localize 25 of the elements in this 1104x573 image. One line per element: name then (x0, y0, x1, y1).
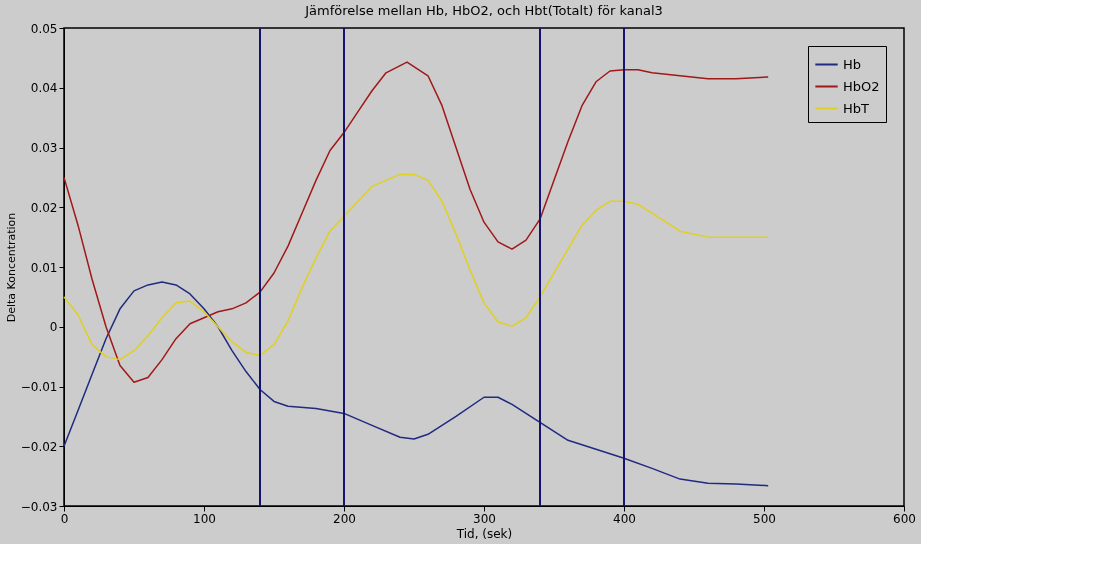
x-tick-label: 400 (613, 511, 636, 526)
y-tick-label: 0.01 (30, 260, 58, 275)
y-tick-label: 0 (49, 320, 58, 335)
x-tick-label: 100 (193, 511, 216, 526)
y-tick-label: 0.05 (30, 21, 58, 36)
line-series (63, 61, 769, 384)
line-series (63, 173, 769, 361)
x-tick-label: 600 (893, 511, 916, 526)
y-tick-label: 0.03 (30, 141, 58, 155)
y-tick-label: −0.01 (20, 380, 58, 394)
x-tick-label: 300 (473, 511, 496, 526)
x-tick-label: 200 (333, 511, 356, 526)
legend-label: HbO2 (843, 78, 880, 94)
y-tick-label: −0.03 (20, 499, 58, 514)
y-tick-label: 0.04 (30, 81, 58, 96)
y-tick-label: −0.02 (20, 439, 58, 454)
legend-label: HbT (843, 100, 870, 116)
y-axis-title: Delta Koncentration (4, 212, 18, 323)
x-tick-label: 500 (753, 511, 776, 526)
legend-label: Hb (843, 56, 862, 72)
line-series (63, 281, 769, 487)
chart-title: Jämförelse mellan Hb, HbO2, och Hbt(Totalt) för kanal3 (304, 3, 663, 18)
x-tick-label: 0 (60, 511, 69, 526)
y-tick-label: 0.02 (30, 200, 58, 215)
x-axis-title: Tid, (sek) (455, 526, 513, 541)
